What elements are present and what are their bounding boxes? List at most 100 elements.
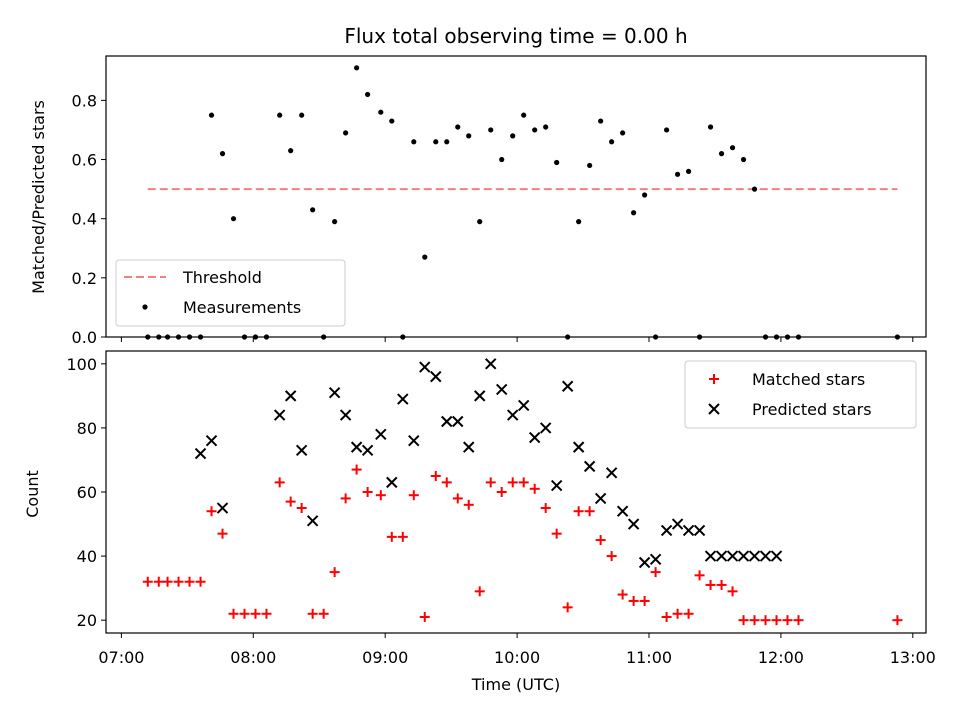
- matched-star-point: [639, 595, 650, 606]
- measurement-point: [422, 254, 428, 260]
- predicted-star-point: [430, 370, 442, 383]
- measurement-point: [663, 127, 670, 133]
- predicted-star-point: [539, 422, 552, 434]
- cross-b: [474, 390, 486, 402]
- measurement-point: [609, 139, 615, 145]
- predicted-star-point: [496, 383, 508, 396]
- bottom-y-axis-label: Count: [23, 470, 42, 518]
- cross-b: [506, 409, 519, 421]
- measurement-point: [444, 139, 450, 145]
- matched-legend-label: Matched stars: [752, 370, 865, 389]
- matched-star-point: [153, 576, 164, 587]
- measurement-point: [230, 216, 237, 222]
- cross-b: [339, 409, 352, 421]
- cross-b: [770, 550, 783, 562]
- matched-star-point: [496, 487, 507, 497]
- measurement-point: [740, 156, 747, 163]
- matched-star-point: [362, 487, 373, 497]
- measurement-point: [365, 91, 371, 98]
- cross-b: [649, 553, 662, 566]
- matched-star-point: [584, 506, 595, 517]
- matched-star-point: [173, 576, 184, 587]
- predicted-star-point: [660, 524, 673, 537]
- cross-b: [284, 390, 297, 402]
- cross-b: [583, 460, 596, 473]
- measurement-point: [532, 127, 538, 133]
- bottom-x-axis-label: Time (UTC): [471, 675, 560, 694]
- bottom-legend: Matched stars Predicted stars: [684, 360, 917, 429]
- top-y-tick-label: 0.8: [72, 91, 97, 110]
- bottom-y-tick-label: 40: [77, 547, 97, 566]
- matched-star-point: [206, 506, 217, 517]
- matched-star-point: [375, 490, 386, 501]
- cross-b: [561, 380, 574, 392]
- cross-b: [682, 524, 695, 537]
- predicted-star-point: [419, 361, 431, 373]
- cross-b: [704, 550, 717, 562]
- predicted-star-point: [737, 550, 750, 562]
- predicted-star-point: [561, 380, 574, 392]
- cross-b: [726, 550, 739, 562]
- matched-star-point: [340, 493, 351, 504]
- measurement-point: [343, 130, 349, 136]
- predicted-star-point: [350, 441, 363, 453]
- top-legend-box: [115, 259, 346, 327]
- matched-star-point: [606, 551, 617, 562]
- measurement-point: [411, 139, 417, 145]
- matched-star-point: [650, 567, 661, 578]
- matched-star-point: [694, 570, 705, 581]
- matched-star-point: [749, 615, 760, 626]
- predicted-star-point: [616, 505, 629, 517]
- top-y-tick-label: 0.6: [72, 151, 97, 170]
- cross-b: [273, 409, 286, 421]
- measurement-point: [685, 168, 692, 174]
- matched-star-point: [771, 615, 782, 626]
- measurement-point: [576, 219, 582, 225]
- predicted-star-point: [583, 460, 596, 473]
- threshold-legend-label: Threshold: [182, 268, 262, 287]
- cross-b: [748, 550, 761, 562]
- matched-star-point: [239, 608, 250, 619]
- cross-b: [715, 550, 728, 562]
- matched-star-point: [307, 608, 318, 619]
- bottom-x-tick-label: 13:00: [890, 648, 936, 667]
- predicted-star-point: [693, 524, 706, 537]
- cross-b: [441, 415, 453, 428]
- matched-star-point: [562, 602, 573, 613]
- bottom-x-tick-label: 11:00: [626, 648, 672, 667]
- matched-star-point: [738, 615, 749, 626]
- top-axes-frame: [105, 55, 927, 338]
- matched-star-point: [782, 615, 793, 626]
- predicted-legend-label: Predicted stars: [752, 400, 872, 419]
- predicted-star-point: [605, 467, 618, 479]
- predicted-star-point: [528, 431, 541, 444]
- matched-star-point: [892, 615, 903, 626]
- measurement-point: [288, 148, 294, 154]
- matched-star-point: [672, 608, 683, 619]
- cross-b: [485, 358, 497, 370]
- measurement-point: [587, 162, 593, 169]
- cross-b: [216, 502, 229, 514]
- measurements-legend-swatch: [142, 304, 148, 310]
- matched-star-point: [463, 499, 474, 510]
- cross-b: [671, 518, 684, 530]
- predicted-star-point: [572, 441, 585, 453]
- matched-star-point: [661, 611, 672, 622]
- predicted-star-point: [715, 550, 728, 562]
- measurement-point: [310, 207, 316, 213]
- predicted-star-point: [361, 444, 374, 457]
- cross-b: [572, 441, 585, 453]
- matched-star-point: [261, 608, 272, 619]
- measurement-point: [674, 171, 681, 177]
- predicted-star-point: [306, 515, 319, 527]
- measurement-point: [488, 127, 494, 133]
- matched-star-point: [351, 464, 362, 475]
- bottom-y-tick-label: 60: [77, 483, 97, 502]
- predicted-star-point: [474, 390, 486, 402]
- predicted-star-point: [649, 553, 662, 566]
- cross-b: [419, 361, 431, 373]
- matched-star-point: [683, 608, 694, 619]
- predicted-star-point: [704, 550, 717, 562]
- cross-b: [386, 476, 398, 489]
- cross-b: [616, 505, 629, 517]
